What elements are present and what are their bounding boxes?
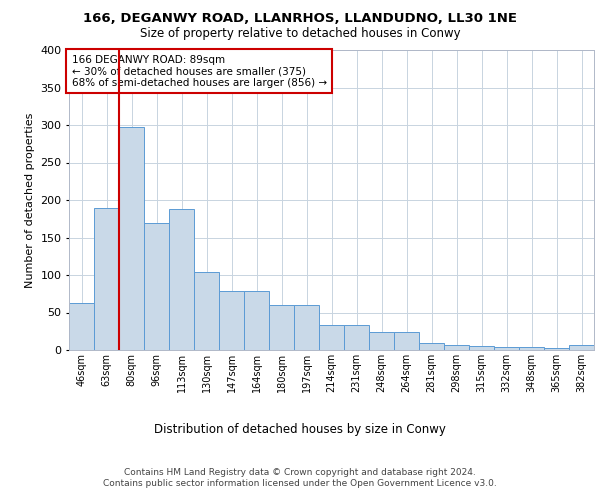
Bar bbox=[169, 209, 194, 350]
Bar bbox=[344, 325, 369, 350]
Bar bbox=[469, 346, 494, 350]
Bar bbox=[369, 332, 394, 350]
Bar bbox=[294, 305, 319, 350]
Bar bbox=[494, 347, 519, 350]
Bar bbox=[94, 208, 119, 350]
Bar bbox=[419, 343, 444, 350]
Text: 166, DEGANWY ROAD, LLANRHOS, LLANDUDNO, LL30 1NE: 166, DEGANWY ROAD, LLANRHOS, LLANDUDNO, … bbox=[83, 12, 517, 26]
Bar bbox=[544, 348, 569, 350]
Text: Size of property relative to detached houses in Conwy: Size of property relative to detached ho… bbox=[140, 28, 460, 40]
Text: Distribution of detached houses by size in Conwy: Distribution of detached houses by size … bbox=[154, 422, 446, 436]
Y-axis label: Number of detached properties: Number of detached properties bbox=[25, 112, 35, 288]
Bar bbox=[119, 126, 144, 350]
Bar bbox=[519, 347, 544, 350]
Bar bbox=[269, 305, 294, 350]
Bar bbox=[194, 272, 219, 350]
Text: 166 DEGANWY ROAD: 89sqm
← 30% of detached houses are smaller (375)
68% of semi-d: 166 DEGANWY ROAD: 89sqm ← 30% of detache… bbox=[71, 54, 327, 88]
Bar bbox=[144, 222, 169, 350]
Bar bbox=[569, 345, 594, 350]
Bar bbox=[394, 332, 419, 350]
Bar bbox=[444, 345, 469, 350]
Bar bbox=[319, 325, 344, 350]
Bar bbox=[244, 291, 269, 350]
Bar bbox=[69, 302, 94, 350]
Text: Contains HM Land Registry data © Crown copyright and database right 2024.
Contai: Contains HM Land Registry data © Crown c… bbox=[103, 468, 497, 487]
Bar bbox=[219, 291, 244, 350]
